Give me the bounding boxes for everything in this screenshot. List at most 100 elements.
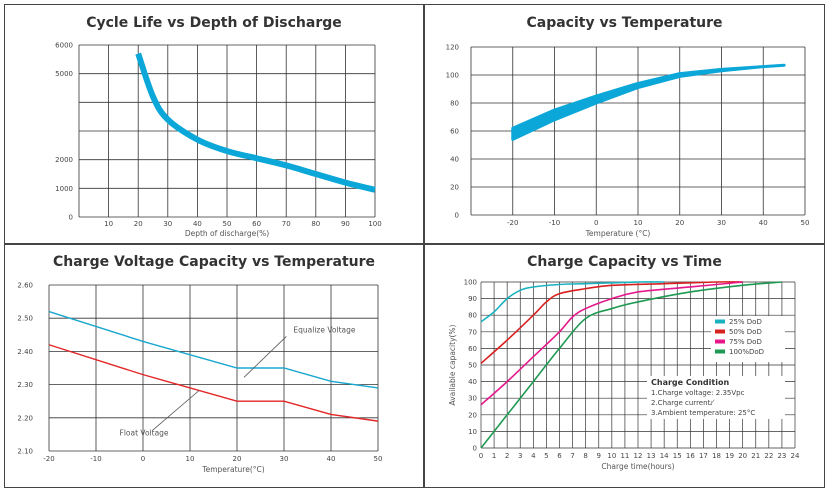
y-tick-label: 100 xyxy=(464,279,477,287)
y-tick-label: 10 xyxy=(468,428,477,436)
cycle-life-chart: 6000 5000 2000 1000 0 10 20 30 40 50 60 70 80 90 100 De… xyxy=(55,42,382,239)
charge-series-line-3 xyxy=(480,281,782,449)
y-tick-label: 0 xyxy=(69,214,73,222)
x-tick-label: 12 xyxy=(634,452,643,460)
x-tick-label: 15 xyxy=(673,452,682,460)
y-tick-label: 60 xyxy=(450,128,459,136)
x-tick-label: 0 xyxy=(479,452,483,460)
x-tick-label: 7 xyxy=(570,452,574,460)
equalize-leader-line xyxy=(243,336,287,378)
x-tick-label: -10 xyxy=(90,455,101,463)
charge-series-line-0 xyxy=(480,281,665,323)
x-tick-label: 1 xyxy=(492,452,496,460)
legend-swatch xyxy=(715,349,725,354)
legend-swatch xyxy=(715,329,725,334)
y-tick-label: 50 xyxy=(468,362,477,370)
y-tick-label: 2.10 xyxy=(17,448,33,456)
legend-swatch xyxy=(715,339,725,344)
x-tick-label: 2 xyxy=(505,452,509,460)
charge-capacity-title: Charge Capacity vs Time xyxy=(527,254,722,270)
x-tick-label: 8 xyxy=(583,452,587,460)
x-tick-label: 0 xyxy=(594,219,598,227)
y-tick-label: 100 xyxy=(446,72,459,80)
legend-label: 25% DoD xyxy=(729,318,762,326)
float-voltage-line xyxy=(48,344,379,422)
y-tick-label: 2000 xyxy=(55,156,73,164)
x-tick-label: 10 xyxy=(104,220,113,228)
x-tick-label: 70 xyxy=(282,220,291,228)
charge-voltage-title: Charge Voltage Capacity vs Temperature xyxy=(52,254,375,270)
y-tick-label: 2.60 xyxy=(17,282,33,290)
x-tick-label: -20 xyxy=(43,455,54,463)
x-tick-label: -20 xyxy=(507,219,518,227)
legend-label: 100%DoD xyxy=(729,348,764,356)
x-tick-label: 40 xyxy=(193,220,202,228)
charge-condition-title: Charge Condition xyxy=(651,378,729,387)
y-tick-label: 20 xyxy=(450,184,459,192)
x-tick-label: 4 xyxy=(531,452,536,460)
x-tick-label: 20 xyxy=(675,219,684,227)
x-tick-label: -10 xyxy=(549,219,560,227)
y-tick-label: 2.40 xyxy=(17,348,33,356)
cycle-life-series-line xyxy=(135,52,376,193)
x-tick-label: 50 xyxy=(374,455,383,463)
x-axis-label: Charge time(hours) xyxy=(601,462,674,471)
y-tick-label: 30 xyxy=(468,395,477,403)
legend-swatch xyxy=(715,319,725,324)
x-tick-label: 30 xyxy=(280,455,289,463)
x-tick-label: 90 xyxy=(341,220,350,228)
equalize-voltage-annotation: Equalize Voltage xyxy=(293,325,355,334)
cycle-life-panel: Cycle Life vs Depth of Discharge 6000 500… xyxy=(4,4,424,244)
charge-condition-line: 2.Charge current: ̸ xyxy=(651,399,715,407)
x-tick-label: 0 xyxy=(141,455,145,463)
x-tick-label: 3 xyxy=(518,452,522,460)
charge-series-line-1 xyxy=(480,281,743,364)
x-tick-label: 10 xyxy=(607,452,616,460)
charge-voltage-panel: Charge Voltage Capacity vs Temperature 2… xyxy=(4,244,424,488)
x-axis-label: Depth of discharge(%) xyxy=(185,229,269,238)
x-tick-label: 10 xyxy=(186,455,195,463)
charge-condition-box xyxy=(647,376,785,419)
y-tick-label: 80 xyxy=(450,100,459,108)
x-tick-label: 22 xyxy=(764,452,773,460)
x-tick-label: 30 xyxy=(163,220,172,228)
float-voltage-annotation: Float Voltage xyxy=(120,428,169,437)
x-axis-label: Temperature (°C) xyxy=(585,229,651,238)
y-tick-label: 80 xyxy=(468,312,477,320)
x-tick-label: 14 xyxy=(660,452,669,460)
legend-label: 50% DoD xyxy=(729,328,762,336)
y-tick-label: 0 xyxy=(473,445,477,453)
charge-capacity-panel: Charge Capacity vs Time 100 90 80 70 60 50 40 3… xyxy=(424,244,825,488)
x-tick-label: 60 xyxy=(252,220,261,228)
charge-series-line-2 xyxy=(480,281,743,406)
x-tick-label: 20 xyxy=(738,452,747,460)
y-tick-label: 2.50 xyxy=(17,315,33,323)
y-tick-label: 40 xyxy=(468,378,477,386)
x-tick-label: 21 xyxy=(751,452,760,460)
capacity-temp-title: Capacity vs Temperature xyxy=(526,15,723,31)
x-tick-label: 24 xyxy=(791,452,800,460)
y-tick-label: 60 xyxy=(468,345,477,353)
x-tick-label: 6 xyxy=(557,452,562,460)
x-tick-label: 23 xyxy=(777,452,786,460)
x-tick-label: 50 xyxy=(223,220,232,228)
y-axis-label: Available capacity(%) xyxy=(448,324,457,405)
x-tick-label: 100 xyxy=(368,220,381,228)
y-tick-label: 2.20 xyxy=(17,414,33,422)
x-tick-label: 80 xyxy=(311,220,320,228)
x-tick-label: 16 xyxy=(686,452,695,460)
x-tick-label: 30 xyxy=(717,219,726,227)
charge-voltage-chart: 2.60 2.50 2.40 2.30 2.20 2.10 -20 -10 0 10 20 30 40 5… xyxy=(17,282,383,475)
y-tick-label: 0 xyxy=(455,212,459,220)
x-tick-label: 5 xyxy=(544,452,548,460)
charge-condition-line: 3.Ambient temperature: 25°C xyxy=(651,409,755,417)
y-tick-label: 70 xyxy=(468,328,477,336)
cycle-life-title: Cycle Life vs Depth of Discharge xyxy=(86,15,342,31)
x-tick-label: 40 xyxy=(759,219,768,227)
x-tick-label: 10 xyxy=(634,219,643,227)
y-tick-label: 40 xyxy=(450,156,459,164)
equalize-voltage-line xyxy=(48,310,379,389)
y-tick-label: 120 xyxy=(446,44,459,52)
